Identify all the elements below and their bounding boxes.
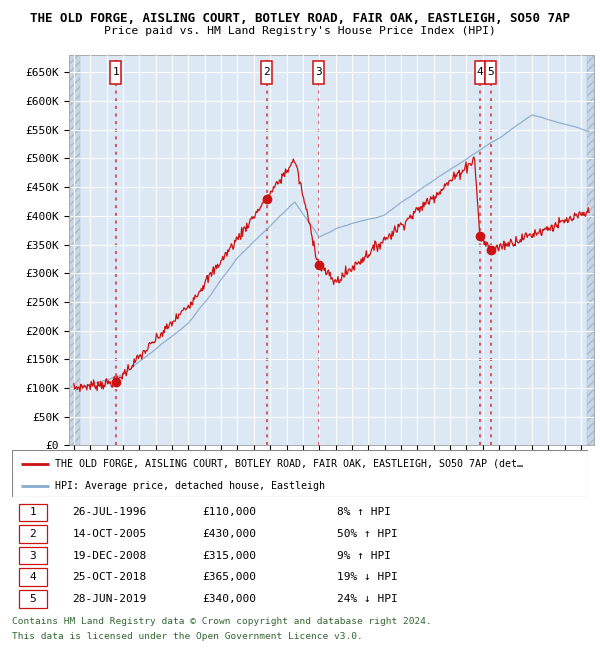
Text: 9% ↑ HPI: 9% ↑ HPI	[337, 551, 391, 560]
FancyBboxPatch shape	[475, 61, 485, 84]
Text: £430,000: £430,000	[202, 529, 256, 539]
Text: HPI: Average price, detached house, Eastleigh: HPI: Average price, detached house, East…	[55, 480, 325, 491]
FancyBboxPatch shape	[110, 61, 121, 84]
Text: 3: 3	[316, 68, 322, 77]
Text: £315,000: £315,000	[202, 551, 256, 560]
Text: £340,000: £340,000	[202, 594, 256, 604]
Text: 5: 5	[487, 68, 494, 77]
Text: 26-JUL-1996: 26-JUL-1996	[73, 508, 147, 517]
Text: 4: 4	[29, 572, 36, 582]
Text: THE OLD FORGE, AISLING COURT, BOTLEY ROAD, FAIR OAK, EASTLEIGH, SO50 7AP (det…: THE OLD FORGE, AISLING COURT, BOTLEY ROA…	[55, 458, 523, 469]
Text: 50% ↑ HPI: 50% ↑ HPI	[337, 529, 398, 539]
Text: 25-OCT-2018: 25-OCT-2018	[73, 572, 147, 582]
Text: THE OLD FORGE, AISLING COURT, BOTLEY ROAD, FAIR OAK, EASTLEIGH, SO50 7AP: THE OLD FORGE, AISLING COURT, BOTLEY ROA…	[30, 12, 570, 25]
FancyBboxPatch shape	[262, 61, 272, 84]
Text: 5: 5	[29, 594, 36, 604]
Text: £365,000: £365,000	[202, 572, 256, 582]
FancyBboxPatch shape	[19, 590, 47, 608]
Text: 24% ↓ HPI: 24% ↓ HPI	[337, 594, 398, 604]
Text: 4: 4	[476, 68, 483, 77]
Text: 28-JUN-2019: 28-JUN-2019	[73, 594, 147, 604]
Text: Contains HM Land Registry data © Crown copyright and database right 2024.: Contains HM Land Registry data © Crown c…	[12, 618, 432, 627]
Text: 1: 1	[29, 508, 36, 517]
Text: 19-DEC-2008: 19-DEC-2008	[73, 551, 147, 560]
FancyBboxPatch shape	[12, 450, 588, 497]
FancyBboxPatch shape	[19, 547, 47, 564]
Text: 2: 2	[263, 68, 270, 77]
FancyBboxPatch shape	[485, 61, 496, 84]
FancyBboxPatch shape	[313, 61, 324, 84]
Text: 14-OCT-2005: 14-OCT-2005	[73, 529, 147, 539]
FancyBboxPatch shape	[19, 568, 47, 586]
Text: 3: 3	[29, 551, 36, 560]
Text: £110,000: £110,000	[202, 508, 256, 517]
Text: 1: 1	[112, 68, 119, 77]
Text: This data is licensed under the Open Government Licence v3.0.: This data is licensed under the Open Gov…	[12, 632, 363, 641]
Text: Price paid vs. HM Land Registry's House Price Index (HPI): Price paid vs. HM Land Registry's House …	[104, 26, 496, 36]
Text: 2: 2	[29, 529, 36, 539]
Text: 8% ↑ HPI: 8% ↑ HPI	[337, 508, 391, 517]
Text: 19% ↓ HPI: 19% ↓ HPI	[337, 572, 398, 582]
FancyBboxPatch shape	[19, 504, 47, 521]
FancyBboxPatch shape	[19, 525, 47, 543]
